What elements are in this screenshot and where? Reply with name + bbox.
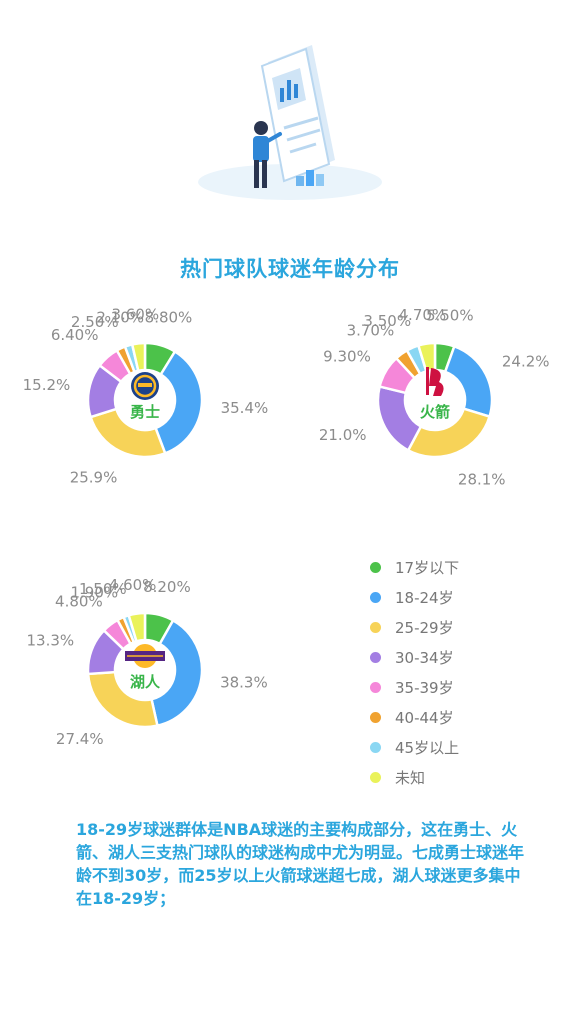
legend-label: 25-29岁: [395, 618, 454, 637]
legend-item: 18-24岁: [370, 586, 454, 608]
warriors-donut-chart: 8.80% 35.4% 25.9% 15.2% 6.40% 2.50% 2.10% 3.60%…: [0, 300, 290, 500]
data-label: 25.9%: [70, 468, 118, 486]
person-illustration: [253, 121, 282, 188]
legend-item: 45岁以上: [370, 736, 459, 758]
data-label: 1.90%: [70, 583, 118, 601]
legend-dot: [370, 711, 381, 723]
rockets-donut-svg: 5.50% 24.2% 28.1% 21.0% 9.30% 3.70%3.50%4.70%…: [319, 306, 550, 489]
data-label: 4.80%: [55, 593, 103, 611]
legend-dot: [370, 741, 381, 753]
legend-dot: [370, 771, 381, 783]
legend-label: 未知: [395, 768, 426, 787]
legend-dot: [370, 591, 381, 603]
data-label: 4.70%: [399, 306, 447, 324]
lakers-donut-svg: 8.20% 38.3% 27.4% 13.3% 4.80%1.90%1.50%4.60%…: [27, 576, 268, 748]
team-name-label: 勇士: [130, 403, 160, 421]
legend-item: 35-39岁: [370, 676, 454, 698]
legend-label: 17岁以下: [395, 558, 460, 577]
summary-text: 18-29岁球迷群体是NBA球迷的主要构成部分，这在勇士、火箭、湖人三支热门球队…: [76, 820, 525, 908]
legend-dot: [370, 681, 381, 693]
data-label: 1.50%: [79, 580, 127, 598]
data-label: 6.40%: [51, 326, 99, 344]
donut-center: [405, 370, 465, 430]
data-label: 3.60%: [111, 306, 159, 324]
data-label: 15.2%: [23, 376, 71, 394]
team-name-label: 湖人: [130, 673, 161, 691]
legend-item: 25-29岁: [370, 616, 454, 638]
hero-illustration: [198, 45, 382, 200]
rockets-donut-chart: 5.50% 24.2% 28.1% 21.0% 9.30% 3.70% 3.50% 4.70%…: [290, 300, 580, 500]
data-label: 3.50%: [363, 312, 411, 330]
data-label: 24.2%: [502, 352, 550, 370]
data-label: 13.3%: [27, 632, 75, 650]
data-label: 21.0%: [319, 426, 367, 444]
data-label: 3.70%: [347, 322, 395, 340]
chart-title: 热门球队球迷年龄分布: [180, 257, 400, 281]
data-label: 38.3%: [220, 674, 268, 692]
data-label: 9.30%: [323, 347, 371, 365]
bar-blocks-illustration: [296, 170, 324, 186]
data-label: 2.10%: [96, 309, 144, 327]
data-label: 28.1%: [458, 470, 506, 488]
data-label: 5.50%: [426, 306, 474, 324]
legend-item: 40-44岁: [370, 706, 454, 728]
data-label: 35.4%: [221, 399, 269, 417]
data-label: 27.4%: [56, 730, 104, 748]
rockets-logo: [426, 367, 444, 396]
team-name-label: 火箭: [420, 403, 450, 421]
legend-dot: [370, 621, 381, 633]
legend-label: 18-24岁: [395, 588, 454, 607]
legend-label: 35-39岁: [395, 678, 454, 697]
legend-label: 40-44岁: [395, 708, 454, 727]
legend-label: 30-34岁: [395, 648, 454, 667]
legend-label: 45岁以上: [395, 738, 460, 757]
data-label: 2.50%: [71, 313, 119, 331]
warriors-logo: [131, 372, 159, 400]
warriors-donut-svg: 8.80% 35.4% 25.9% 15.2% 6.40%2.50%2.10%3.60%…: [23, 306, 269, 487]
lakers-donut-chart: 8.20% 38.3% 27.4% 13.3% 4.80% 1.90% 1.50% 4.60%…: [0, 570, 290, 770]
phone-illustration: [260, 45, 335, 183]
data-label: 8.20%: [143, 578, 191, 596]
lakers-logo: [125, 644, 165, 668]
data-label: 4.60%: [109, 576, 157, 594]
legend-dot: [370, 651, 381, 663]
data-label: 8.80%: [145, 308, 193, 326]
legend-item: 未知: [370, 766, 425, 788]
legend-dot: [370, 561, 381, 573]
legend-item: 17岁以下: [370, 556, 459, 578]
legend-item: 30-34岁: [370, 646, 454, 668]
